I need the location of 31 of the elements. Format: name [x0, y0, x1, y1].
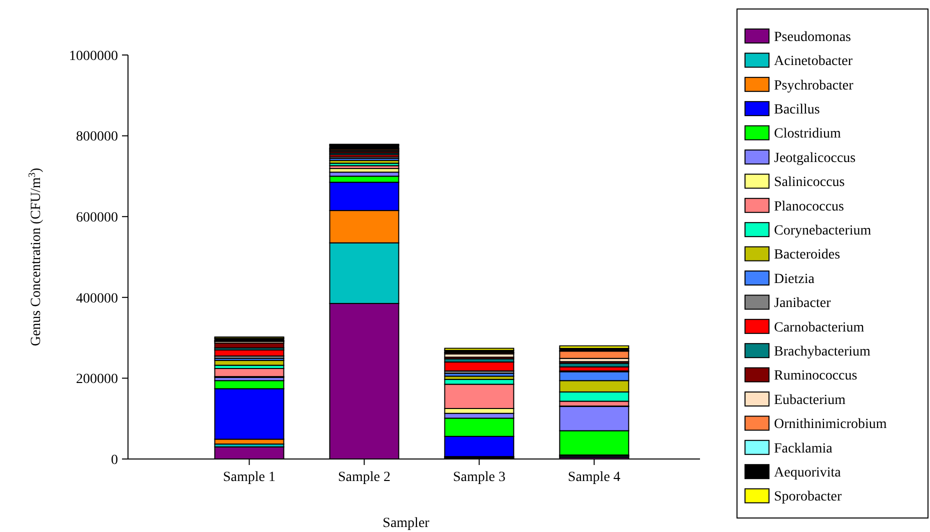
y-tick-label: 600000 [76, 210, 118, 226]
legend-label: Jeotgalicoccus [774, 150, 856, 166]
x-tick-label: Sample 1 [223, 470, 276, 485]
legend-label: Acinetobacter [774, 54, 853, 70]
legend-label: Sporobacter [774, 490, 842, 505]
legend-label: Brachybacterium [774, 344, 871, 360]
y-tick-label: 800000 [76, 130, 118, 145]
legend-label: Facklamia [774, 441, 834, 456]
legend-label: Carnobacterium [774, 320, 864, 336]
y-tick-label: 200000 [76, 372, 118, 388]
legend-label: Janibacter [774, 296, 832, 312]
legend-label: Aequorivita [774, 466, 842, 480]
x-tick-label: Sample 3 [452, 470, 506, 485]
legend-label: Ruminococcus [774, 368, 858, 384]
y-tick-label: 0 [111, 452, 118, 468]
legend-label: Salinicoccus [774, 175, 845, 190]
legend-label: Planococcus [774, 199, 844, 214]
x-tick-label: Sample 2 [338, 470, 390, 485]
legend-label: Clostridium [774, 126, 842, 142]
y-tick-label: 400000 [76, 291, 118, 306]
legend-label: Pseudomonas [774, 30, 851, 45]
x-axis-title: Sampler [382, 516, 430, 531]
legend-label: Corynebacterium [774, 224, 872, 238]
legend-label: Psychrobacter [774, 78, 854, 94]
y-tick-label: 1000000 [69, 48, 118, 64]
legend-label: Dietzia [774, 272, 816, 287]
legend-label: Eubacterium [774, 392, 846, 408]
legend-label: Bacillus [774, 102, 820, 118]
x-tick-label: Sample 4 [568, 470, 620, 485]
legend-label: Bacteroides [774, 248, 840, 263]
legend-label: Ornithinimicrobium [774, 417, 887, 432]
